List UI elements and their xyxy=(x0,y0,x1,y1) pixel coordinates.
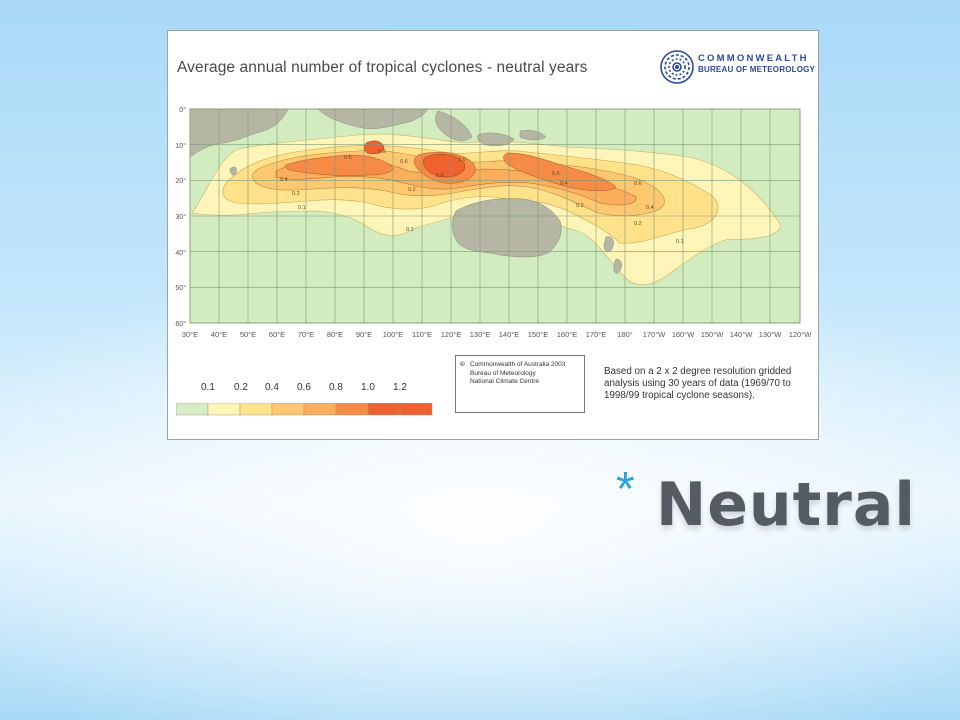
contour-label: 0.2 xyxy=(292,191,300,197)
legend-swatch xyxy=(176,403,209,416)
contour-label: 0.2 xyxy=(408,187,416,193)
contour-label: 0.4 xyxy=(560,181,568,187)
lon-label: 120°W xyxy=(789,330,813,339)
lon-label: 170°E xyxy=(586,330,607,339)
map-title: Average annual number of tropical cyclon… xyxy=(177,59,588,76)
contour-label: 1.0 xyxy=(458,157,466,163)
lon-label: 30°E xyxy=(182,330,198,339)
lat-label: 60° xyxy=(175,320,186,328)
bom-swirl-icon xyxy=(660,50,694,84)
legend-swatch xyxy=(367,403,401,416)
lon-label: 160°W xyxy=(672,330,696,339)
legend-swatch xyxy=(239,403,273,416)
legend-swatch xyxy=(399,403,433,416)
landmasses xyxy=(189,108,622,274)
copyright-line: National Climate Centre xyxy=(470,378,540,385)
lon-label: 90°E xyxy=(356,330,372,339)
legend-label: 1.0 xyxy=(361,382,375,393)
map-plot: 0° 10° 20° 30° 40° 50° 60° 30°E 40°E 50°… xyxy=(175,106,812,339)
legend-color-bar xyxy=(176,403,433,416)
contour-label: 0.1 xyxy=(406,227,414,233)
bullet-star-icon: * xyxy=(616,463,635,516)
lat-label: 40° xyxy=(175,249,186,257)
lon-label: 170°W xyxy=(643,330,667,339)
legend-label: 0.2 xyxy=(234,382,248,393)
contour-label: 0.8 xyxy=(378,149,386,155)
legend-swatch xyxy=(335,403,369,416)
lat-label: 10° xyxy=(175,142,186,150)
legend-label: 0.1 xyxy=(201,382,215,393)
contour-label: 0.6 xyxy=(634,181,642,187)
lon-label: 120°E xyxy=(441,330,462,339)
lon-label: 130°W xyxy=(759,330,783,339)
lon-label: 60°E xyxy=(269,330,285,339)
logo-line-bureau: BUREAU OF METEOROLOGY xyxy=(698,65,816,74)
lon-label: 100°E xyxy=(383,330,404,339)
lon-label: 140°E xyxy=(499,330,520,339)
lon-label: 150°W xyxy=(701,330,725,339)
lat-label: 0° xyxy=(179,106,186,114)
contour-label: 0.2 xyxy=(634,221,642,227)
contour-label: 0.2 xyxy=(576,203,584,209)
lon-label: 180° xyxy=(617,330,633,339)
methodology-note: Based on a 2 x 2 degree resolution gridd… xyxy=(604,366,792,401)
contour-labels: 0.6 0.8 0.4 0.2 0.1 0.6 0.8 1.0 0.2 0.1 … xyxy=(280,149,684,245)
latitude-labels: 0° 10° 20° 30° 40° 50° 60° xyxy=(175,106,186,328)
graticule xyxy=(190,108,800,324)
copyright-line: Commonwealth of Australia 2003 xyxy=(470,361,566,368)
lon-label: 160°E xyxy=(557,330,578,339)
contour-label: 0.1 xyxy=(298,205,306,211)
logo-line-commonwealth: COMMONWEALTH xyxy=(698,53,809,64)
legend-label: 0.6 xyxy=(297,382,311,393)
contour-label: 0.4 xyxy=(646,205,654,211)
copyright-box: © Commonwealth of Australia 2003 Bureau … xyxy=(455,355,585,413)
bom-logo: COMMONWEALTH BUREAU OF METEOROLOGY xyxy=(658,45,818,91)
lon-label: 110°E xyxy=(412,330,432,339)
lon-label: 40°E xyxy=(211,330,227,339)
contour-label: 0.6 xyxy=(552,171,560,177)
legend-swatch xyxy=(271,403,305,416)
contour-label: 0.6 xyxy=(344,155,352,161)
longitude-labels: 30°E 40°E 50°E 60°E 70°E 80°E 90°E 100°E… xyxy=(182,330,812,339)
contour-label: 0.6 xyxy=(400,159,408,165)
copyright-symbol: © xyxy=(460,361,465,368)
slide-heading: Neutral xyxy=(656,470,916,540)
lat-label: 20° xyxy=(175,177,186,185)
legend-label: 0.4 xyxy=(265,382,279,393)
cyclone-map-figure: Average annual number of tropical cyclon… xyxy=(167,30,819,440)
lon-label: 80°E xyxy=(327,330,343,339)
lon-label: 130°E xyxy=(470,330,491,339)
legend-label: 1.2 xyxy=(393,382,407,393)
legend-swatch xyxy=(303,403,337,416)
lat-label: 50° xyxy=(175,284,186,292)
contour-label: 0.8 xyxy=(436,173,444,179)
contour-label: 0.4 xyxy=(280,177,288,183)
legend-swatch xyxy=(207,403,241,416)
contour-label: 0.1 xyxy=(676,239,684,245)
lon-label: 70°E xyxy=(298,330,314,339)
lon-label: 50°E xyxy=(240,330,256,339)
lat-label: 30° xyxy=(175,213,186,221)
copyright-line: Bureau of Meteorology xyxy=(470,369,536,377)
legend-label: 0.8 xyxy=(329,382,343,393)
lon-label: 150°E xyxy=(528,330,549,339)
lon-label: 140°W xyxy=(730,330,754,339)
